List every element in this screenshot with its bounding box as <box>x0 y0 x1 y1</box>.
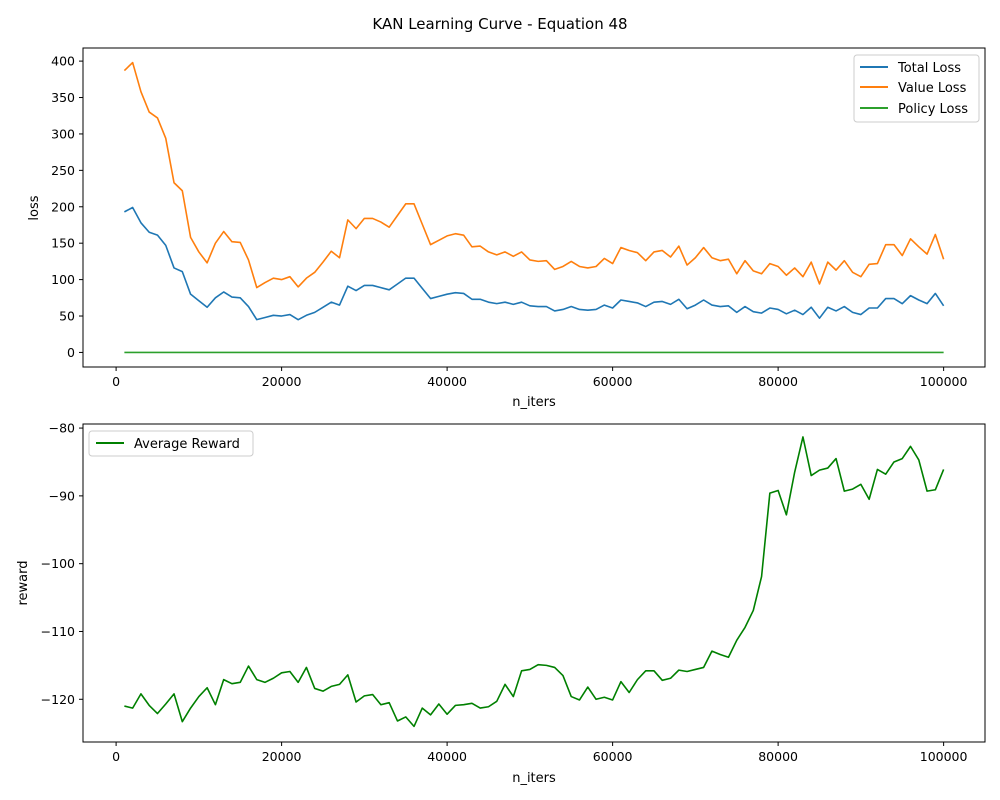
reward-panel: 0 20000 40000 60000 80000 100000 −120 −110 −100… <box>16 421 986 786</box>
loss-x-ticks: 0 20000 40000 60000 80000 100000 <box>112 367 968 389</box>
x-tick-label: 100000 <box>920 749 968 764</box>
y-tick-label: 400 <box>51 54 75 69</box>
loss-legend-box <box>853 54 980 123</box>
reward-y-axis-label: reward <box>16 560 31 605</box>
x-tick-label: 40000 <box>427 374 467 389</box>
reward-legend-box <box>88 430 254 457</box>
y-tick-label: 300 <box>51 126 75 141</box>
x-tick-label: 80000 <box>758 749 798 764</box>
legend-label-policy-loss: Policy Loss <box>898 102 968 117</box>
reward-x-axis-label: n_iters <box>512 771 556 786</box>
legend-label-average-reward: Average Reward <box>134 437 240 452</box>
loss-panel: 0 20000 40000 60000 80000 100000 0 50 100 150 200… <box>27 47 986 410</box>
y-tick-label: 100 <box>51 272 75 287</box>
y-tick-label: 350 <box>51 90 75 105</box>
x-tick-label: 60000 <box>593 374 633 389</box>
x-tick-label: 0 <box>112 749 120 764</box>
y-tick-label: 50 <box>59 309 75 324</box>
x-tick-label: 0 <box>112 374 120 389</box>
loss-axes-frame <box>82 47 986 368</box>
y-tick-label: 200 <box>51 199 75 214</box>
loss-plot-marks <box>123 61 945 354</box>
figure-title: KAN Learning Curve - Equation 48 <box>372 15 627 33</box>
x-tick-label: 60000 <box>593 749 633 764</box>
x-tick-label: 20000 <box>262 374 302 389</box>
loss-y-ticks: 0 50 100 150 200 250 300 350 400 <box>51 54 83 360</box>
x-tick-label: 100000 <box>920 374 968 389</box>
loss-legend: Total Loss Value Loss Policy Loss <box>853 54 980 123</box>
y-tick-label: −120 <box>41 692 75 707</box>
y-tick-label: −90 <box>49 488 75 503</box>
y-tick-label: −100 <box>41 556 75 571</box>
series-line-total-loss <box>124 206 945 321</box>
loss-x-axis-label: n_iters <box>512 395 556 410</box>
reward-y-ticks: −120 −110 −100 −90 −80 <box>41 421 83 707</box>
y-tick-label: −80 <box>49 421 75 436</box>
legend-label-value-loss: Value Loss <box>898 81 967 96</box>
y-tick-label: 0 <box>67 345 75 360</box>
x-tick-label: 80000 <box>758 374 798 389</box>
reward-x-ticks: 0 20000 40000 60000 80000 100000 <box>112 742 968 764</box>
reward-axes-frame <box>82 423 986 743</box>
x-tick-label: 20000 <box>262 749 302 764</box>
series-line-value-loss <box>123 61 945 289</box>
loss-y-axis-label: loss <box>27 195 42 220</box>
x-tick-label: 40000 <box>427 749 467 764</box>
legend-label-total-loss: Total Loss <box>897 61 961 76</box>
y-tick-label: 150 <box>51 236 75 251</box>
reward-plot-marks <box>124 436 945 728</box>
reward-legend: Average Reward <box>88 430 254 457</box>
y-tick-label: −110 <box>41 624 75 639</box>
y-tick-label: 250 <box>51 163 75 178</box>
series-line-average-reward <box>124 436 945 728</box>
